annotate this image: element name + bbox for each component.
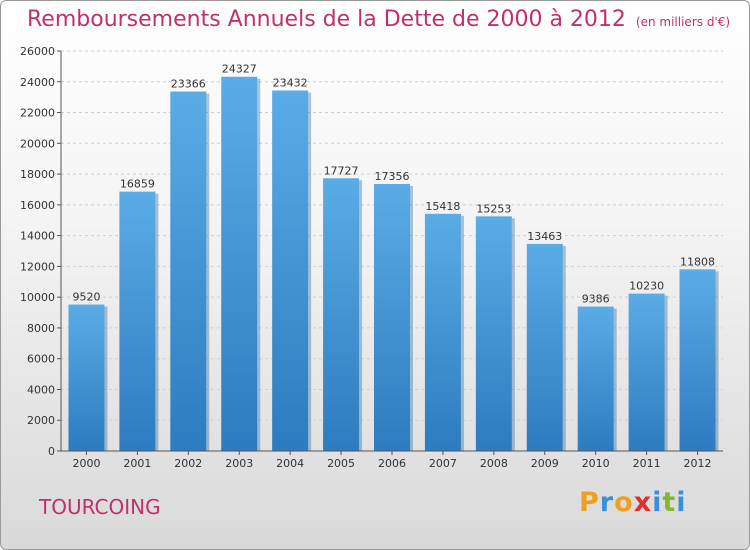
city-name: TOURCOING xyxy=(39,495,161,519)
bar-shadow xyxy=(104,306,108,451)
x-tick-label: 2008 xyxy=(480,457,508,470)
bar-shadow xyxy=(664,295,668,451)
title-text: Remboursements Annuels de la Dette de 20… xyxy=(27,7,626,32)
bar xyxy=(221,76,258,451)
x-tick-label: 2007 xyxy=(429,457,457,470)
bar-shadow xyxy=(715,271,719,451)
y-tick-label: 20000 xyxy=(20,137,55,150)
bar xyxy=(424,213,461,451)
data-label: 17356 xyxy=(375,170,410,183)
x-tick-label: 2000 xyxy=(72,457,100,470)
x-tick-label: 2010 xyxy=(582,457,610,470)
y-tick-label: 14000 xyxy=(20,230,55,243)
bar xyxy=(526,243,563,451)
bar xyxy=(119,191,156,451)
y-tick-label: 26000 xyxy=(20,45,55,58)
logo-letter: r xyxy=(599,487,615,518)
data-label: 17727 xyxy=(324,164,359,177)
x-tick-label: 2011 xyxy=(633,457,661,470)
bar-shadow xyxy=(308,92,312,451)
y-tick-label: 2000 xyxy=(27,414,55,427)
y-tick-label: 22000 xyxy=(20,107,55,120)
data-label: 23432 xyxy=(273,77,308,90)
logo-letter: t xyxy=(662,487,677,518)
logo-letter: P xyxy=(579,487,600,518)
data-label: 15418 xyxy=(425,200,460,213)
x-tick-label: 2004 xyxy=(276,457,304,470)
y-tick-label: 6000 xyxy=(27,353,55,366)
bar xyxy=(679,269,716,451)
bar-shadow xyxy=(460,215,464,451)
bar-shadow xyxy=(359,180,363,451)
y-tick-label: 18000 xyxy=(20,168,55,181)
data-label: 11808 xyxy=(680,255,715,268)
x-tick-label: 2005 xyxy=(327,457,355,470)
data-label: 10230 xyxy=(629,280,664,293)
data-label: 16859 xyxy=(120,178,155,191)
x-tick-label: 2006 xyxy=(378,457,406,470)
bar xyxy=(628,293,665,451)
logo-letter: o xyxy=(614,487,634,518)
bar xyxy=(68,304,105,451)
data-label: 23366 xyxy=(171,78,206,91)
x-tick-label: 2009 xyxy=(531,457,559,470)
bar xyxy=(374,183,410,451)
x-tick-label: 2012 xyxy=(684,457,712,470)
y-tick-label: 24000 xyxy=(20,76,55,89)
proxiti-logo: Proxiti xyxy=(579,487,687,518)
bar-shadow xyxy=(511,218,515,451)
bar-shadow xyxy=(562,245,566,451)
y-tick-label: 4000 xyxy=(27,383,55,396)
bar-shadow xyxy=(155,193,159,451)
chart-title: Remboursements Annuels de la Dette de 20… xyxy=(27,7,730,32)
logo-letter: i xyxy=(676,487,687,518)
x-tick-label: 2002 xyxy=(174,457,202,470)
bar-shadow xyxy=(257,78,261,451)
bar xyxy=(323,178,360,451)
data-label: 9520 xyxy=(72,291,100,304)
data-label: 24327 xyxy=(222,63,257,76)
y-tick-label: 12000 xyxy=(20,260,55,273)
y-tick-label: 10000 xyxy=(20,291,55,304)
bar xyxy=(272,90,309,451)
data-label: 15253 xyxy=(476,202,511,215)
bar-chart: 9520 16859 23366 24327 23432 17727 17356 15418 1… xyxy=(20,45,723,470)
x-tick-label: 2003 xyxy=(225,457,253,470)
bar xyxy=(475,216,512,451)
bar-shadow xyxy=(613,308,617,451)
y-tick-label: 0 xyxy=(48,445,55,458)
y-tick-label: 16000 xyxy=(20,199,55,212)
logo-letter: x xyxy=(633,487,653,518)
data-label: 9386 xyxy=(582,293,610,306)
y-tick-label: 8000 xyxy=(27,322,55,335)
bar xyxy=(170,91,207,452)
bar xyxy=(577,306,614,451)
x-tick-label: 2001 xyxy=(123,457,151,470)
bar-shadow xyxy=(410,185,413,451)
bar-shadow xyxy=(206,93,210,452)
logo-letter: i xyxy=(652,487,663,518)
chart-subtitle: (en milliers d'€) xyxy=(635,15,731,29)
data-label: 13463 xyxy=(527,230,562,243)
